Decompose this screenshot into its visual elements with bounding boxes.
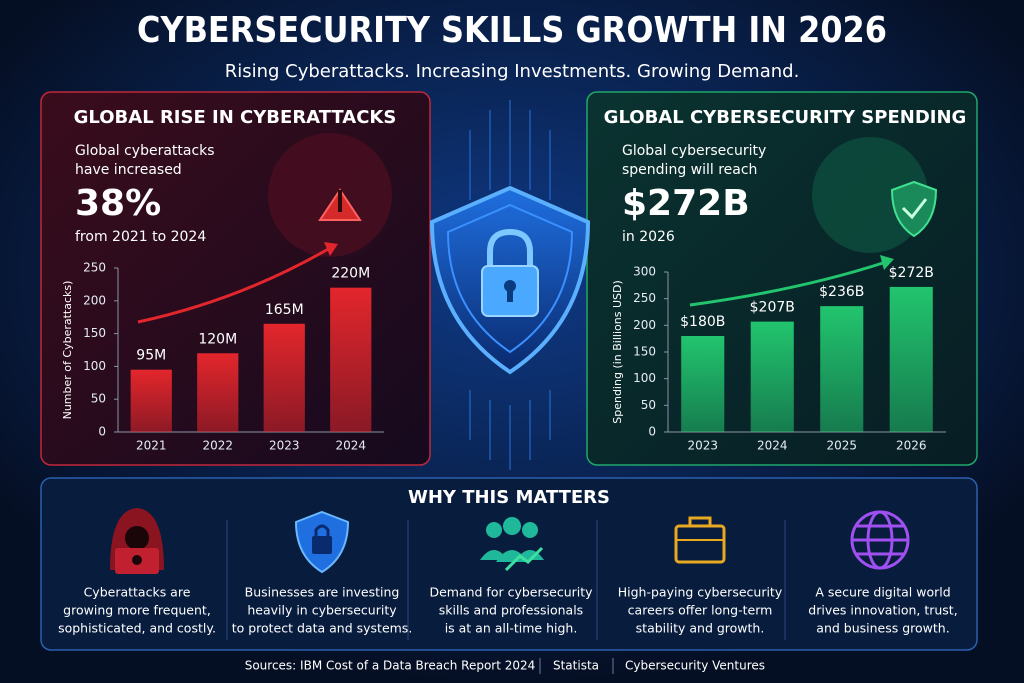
y-axis-label: Spending (in Billions USD) [611,280,624,424]
x-tick-label: 2023 [687,439,718,453]
lock-shield-icon [294,510,350,574]
why-text: A secure digital world [815,585,950,600]
why-text: to protect data and systems. [232,621,413,636]
stat-text: have increased [75,162,182,178]
why-text: sophisticated, and costly. [58,621,216,636]
y-axis-label: Number of Cyberattacks) [61,281,74,420]
chart-title: GLOBAL CYBERSECURITY SPENDING [604,107,967,128]
dividers [226,520,786,640]
value-label: 165M [265,302,304,318]
y-tick-label: 200 [633,318,656,332]
stat-text: Global cyberattacks [75,143,215,159]
source: Statista [553,659,599,673]
why-panel [40,477,978,651]
y-tick-label: 250 [633,291,656,305]
bar [820,306,864,432]
stat-note: from 2021 to 2024 [75,229,206,245]
why-text: Demand for cybersecurity [429,585,593,600]
keyhole [507,288,513,302]
globe-icon [850,510,910,570]
hacker-icon [110,508,164,574]
x-tick-label: 2022 [202,439,233,453]
y-tick-label: 100 [633,371,656,385]
value-label: $272B [889,265,934,281]
y-tick-label: 50 [91,392,106,406]
value-label: $236B [819,284,864,300]
y-tick-label: 50 [641,398,656,412]
bar [197,353,239,432]
why-title: WHY THIS MATTERS [408,487,610,508]
value-label: 220M [331,266,370,282]
y-tick-label: 150 [633,345,656,359]
y-tick-label: 300 [633,265,656,279]
why-text: stability and growth. [636,621,765,636]
circuit-lines [469,100,551,470]
check-mark [901,198,928,220]
globe [812,137,928,253]
page-title: CYBERSECURITY SKILLS GROWTH IN 2026 [137,10,887,51]
lock-shackle [487,228,533,268]
bar [889,286,933,432]
value-label: 120M [198,331,237,347]
arrow-head [880,255,894,270]
stat-note: in 2026 [622,229,675,245]
y-tick-label: 250 [83,261,106,275]
why-text: careers offer long-term [628,603,773,618]
y-tick-label: 200 [83,293,106,307]
stat-text: Global cybersecurity [622,143,766,159]
bar [263,323,305,432]
x-tick-label: 2024 [335,439,366,453]
x-tick-label: 2025 [826,439,857,453]
why-text: is at an all-time high. [445,621,578,636]
globe [268,133,392,257]
bar [130,369,172,432]
why-text: growing more frequent, [63,603,211,618]
check-shield [890,180,938,238]
x-tick-label: 2026 [896,439,927,453]
arrow-head [324,242,338,256]
people-icon [480,517,544,572]
y-tick-label: 100 [83,359,106,373]
source: Sources: IBM Cost of a Data Breach Repor… [245,659,536,673]
stat-highlight: 38% [75,183,161,224]
why-text: heavily in cybersecurity [247,603,397,618]
why-text: High-paying cybersecurity [618,585,783,600]
bar [681,336,725,432]
trend-arrow [689,260,887,307]
why-text: drives innovation, trust, [808,603,957,618]
x-tick-label: 2021 [136,439,167,453]
y-tick-label: 0 [648,425,656,439]
why-text: Cyberattacks are [84,585,191,600]
shield-inner [446,203,574,354]
y-tick-label: 150 [83,326,106,340]
stat-text: spending will reach [622,162,757,178]
source: Cybersecurity Ventures [625,659,765,673]
stat-highlight: $272B [622,183,750,224]
value-label: $207B [750,300,795,316]
why-text: and business growth. [816,621,949,636]
chart-title: GLOBAL RISE IN CYBERATTACKS [74,107,397,128]
x-tick-label: 2024 [757,439,788,453]
bar [330,287,372,432]
page-subtitle: Rising Cyberattacks. Increasing Investme… [225,61,800,82]
why-text: skills and professionals [439,603,583,618]
value-label: 95M [136,348,166,364]
source-separators [539,658,614,674]
x-tick-label: 2023 [269,439,300,453]
y-tick-label: 0 [98,425,106,439]
value-label: $180B [680,314,725,330]
trend-arrow [137,246,331,324]
bar [750,321,794,432]
why-text: Businesses are investing [245,585,400,600]
briefcase-icon [674,516,726,564]
warning-mark [338,190,342,212]
